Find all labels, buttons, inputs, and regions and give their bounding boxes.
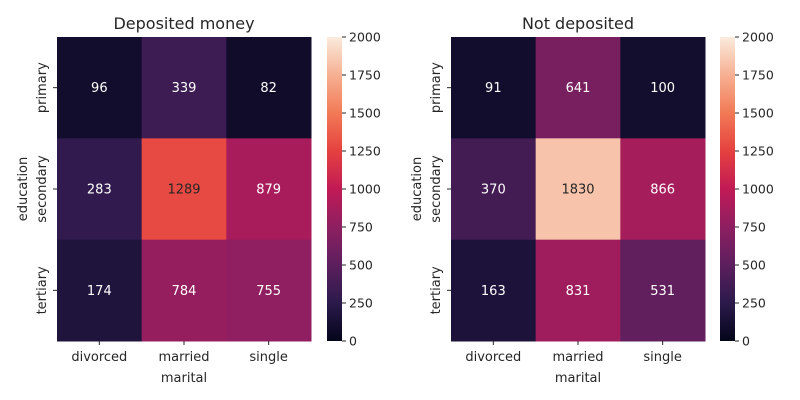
x-tick-label: married (159, 350, 210, 365)
y-tick-label: secondary (35, 155, 50, 223)
chart-title: Not deposited (522, 14, 634, 33)
y-tick-label: primary (429, 62, 444, 113)
cell-value-label: 100 (650, 81, 675, 96)
colorbar-tick-label: 1750 (742, 68, 774, 83)
heatmap-cell (226, 37, 312, 139)
colorbar-tick-label: 0 (742, 334, 750, 349)
cell-value-label: 755 (256, 284, 281, 299)
x-axis-label: marital (555, 371, 601, 386)
colorbar-tick-label: 1000 (349, 182, 381, 197)
x-tick-label: divorced (465, 350, 521, 365)
heatmap-cell (141, 138, 227, 241)
x-tick-label: divorced (71, 350, 127, 365)
heatmap-cell (451, 239, 537, 342)
heatmap-cell (620, 138, 706, 241)
heatmap-panel-not-deposited: Not deposited 91 641 100 370 1830 866 163 831 531… (410, 14, 774, 386)
heatmap-cell (226, 239, 312, 342)
heatmap-cell (620, 37, 706, 139)
cell-value-label: 174 (87, 284, 112, 299)
x-tick-label: single (643, 350, 682, 365)
y-tick-label: tertiary (35, 266, 50, 314)
cell-value-label: 1289 (167, 183, 200, 198)
y-tick-label: secondary (429, 155, 444, 223)
x-axis-label: marital (161, 371, 207, 386)
colorbar-tick-label: 250 (349, 296, 373, 311)
colorbar-tick-label: 750 (349, 220, 373, 235)
colorbar (327, 37, 342, 341)
heatmap-cell (141, 37, 227, 139)
colorbar (720, 37, 735, 341)
cell-value-label: 91 (485, 81, 502, 96)
x-tick-label: married (553, 350, 604, 365)
heatmap-cell (57, 138, 143, 241)
y-axis-label: education (410, 157, 425, 222)
colorbar-tick-label: 1500 (742, 106, 774, 121)
colorbar-tick-label: 500 (349, 258, 373, 273)
cell-value-label: 866 (650, 183, 675, 198)
cell-value-label: 831 (566, 284, 591, 299)
colorbar-tick-label: 1250 (349, 144, 381, 159)
heatmap-cell (57, 239, 143, 342)
cell-value-label: 784 (172, 284, 197, 299)
y-tick-label: tertiary (429, 266, 444, 314)
colorbar-tick-label: 1750 (349, 68, 381, 83)
cell-value-label: 163 (481, 284, 506, 299)
cell-value-label: 641 (566, 81, 591, 96)
heatmap-cell (535, 239, 621, 342)
cell-value-label: 283 (87, 183, 112, 198)
colorbar-tick-label: 1500 (349, 106, 381, 121)
heatmap-cell (535, 37, 621, 139)
heatmap-cell (57, 37, 143, 139)
x-tick-label: single (249, 350, 288, 365)
cell-value-label: 879 (256, 183, 281, 198)
colorbar-tick-label: 2000 (742, 30, 774, 45)
colorbar-tick-label: 500 (742, 258, 766, 273)
cell-value-label: 370 (481, 183, 506, 198)
colorbar-tick-label: 250 (742, 296, 766, 311)
heatmap-cell (535, 138, 621, 241)
cell-value-label: 339 (172, 81, 197, 96)
cell-value-label: 82 (260, 81, 277, 96)
cell-value-label: 531 (650, 284, 675, 299)
colorbar-tick-label: 1250 (742, 144, 774, 159)
colorbar-tick-label: 750 (742, 220, 766, 235)
colorbar-tick-label: 0 (349, 334, 357, 349)
colorbar-tick-label: 2000 (349, 30, 381, 45)
y-axis-label: education (16, 157, 31, 222)
y-tick-label: primary (35, 62, 50, 113)
heatmap-cell (226, 138, 312, 241)
colorbar-tick-label: 1000 (742, 182, 774, 197)
heatmap-cell (451, 138, 537, 241)
cell-value-label: 1830 (561, 183, 594, 198)
heatmap-cell (451, 37, 537, 139)
heatmap-cell (141, 239, 227, 342)
cell-value-label: 96 (91, 81, 108, 96)
heatmap-panel-deposited: Deposited money 96 339 82 283 1289 879 174 784 75… (16, 14, 381, 386)
heatmap-cell (620, 239, 706, 342)
chart-title: Deposited money (113, 14, 254, 33)
